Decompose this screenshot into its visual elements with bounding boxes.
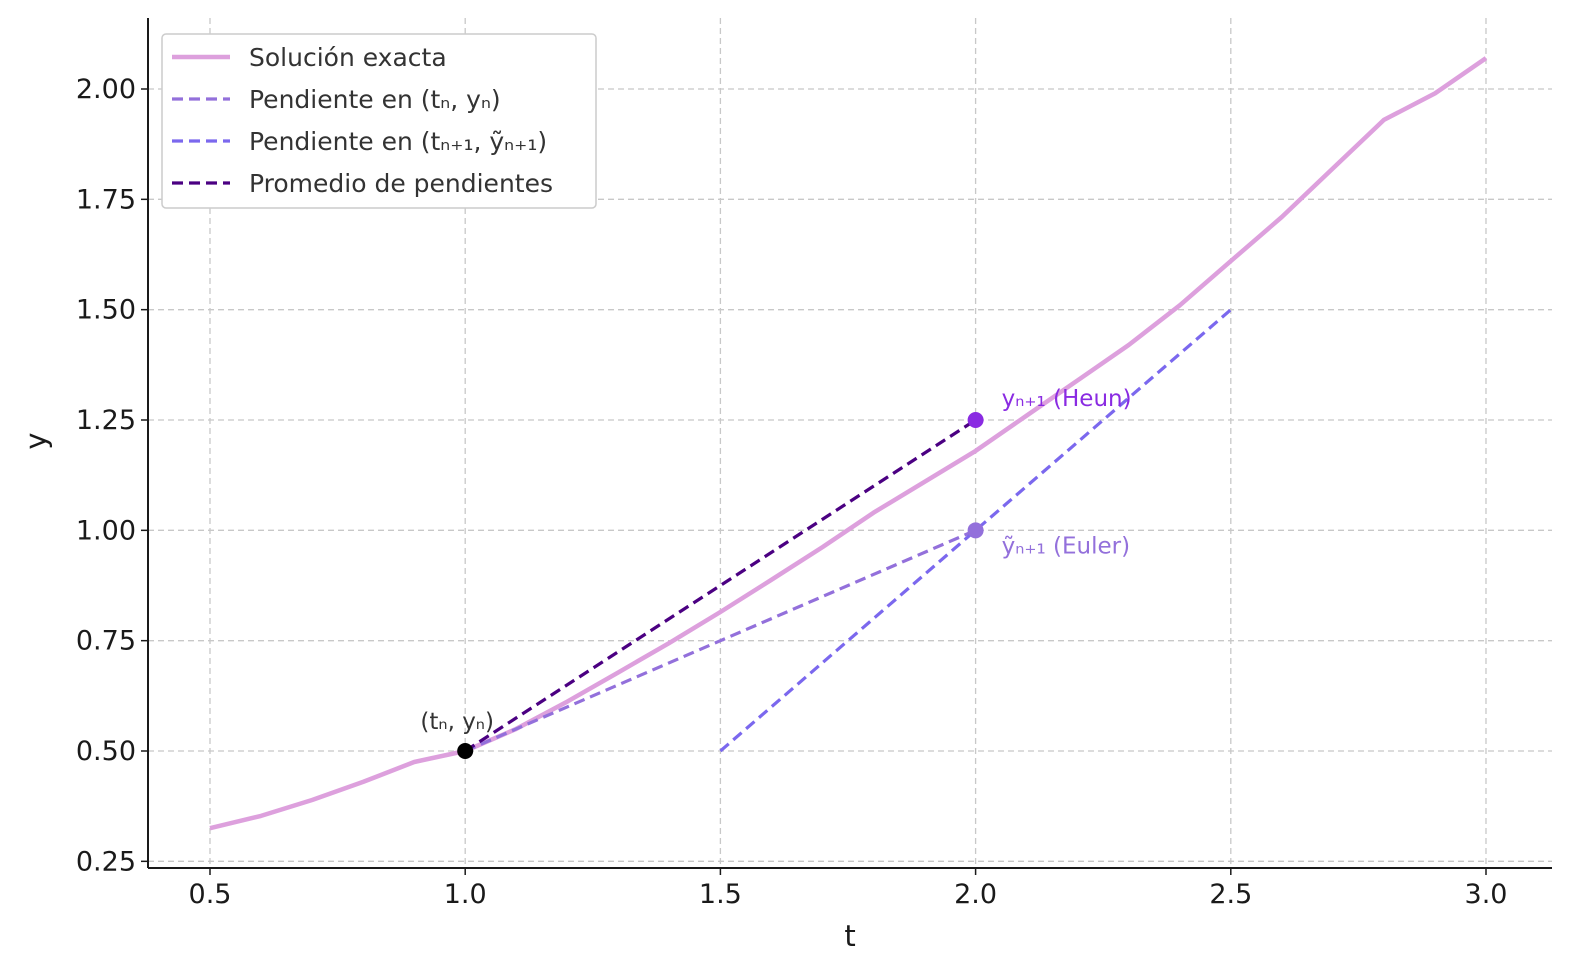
series-line-2	[464, 528, 977, 753]
series-line-3	[719, 308, 1232, 753]
legend-label-2: Pendiente en (tₙ, yₙ)	[249, 85, 501, 114]
legend-label-3: Pendiente en (tₙ₊₁, ỹₙ₊₁)	[249, 127, 547, 156]
x-tick-label: 0.5	[189, 879, 232, 910]
legend: Solución exacta Pendiente en (tₙ, yₙ) Pend…	[161, 33, 597, 209]
y-ticks: 0.25 0.50 0.75 1.00 1.25 1.50 1.75 2.00	[76, 74, 148, 877]
y-tick-label: 1.50	[76, 295, 136, 326]
data-point-1	[457, 743, 474, 759]
y-tick-label: 0.75	[76, 626, 136, 657]
point-label-3: ỹₙ₊₁ (Euler)	[1002, 533, 1131, 559]
x-tick-label: 1.0	[444, 879, 487, 910]
point-label-2: yₙ₊₁ (Heun)	[1002, 386, 1132, 412]
y-tick-label: 1.75	[76, 184, 136, 215]
y-axis-label: y	[19, 432, 53, 449]
y-tick-label: 2.00	[76, 74, 136, 105]
points-layer: (tₙ, yₙ) yₙ₊₁ (Heun) ỹₙ₊₁ (Euler)	[420, 386, 1132, 759]
legend-label-4: Promedio de pendientes	[249, 169, 553, 198]
legend-box	[161, 33, 597, 209]
series-layer	[209, 56, 1488, 831]
data-point-2	[967, 412, 984, 428]
x-tick-label: 2.0	[954, 879, 997, 910]
y-tick-label: 0.50	[76, 736, 136, 767]
data-point-3	[967, 522, 984, 539]
axes	[147, 18, 1552, 869]
x-tick-label: 3.0	[1465, 879, 1508, 910]
y-tick-label: 1.25	[76, 405, 136, 436]
y-tick-label: 0.25	[76, 846, 136, 877]
x-ticks: 0.5 1.0 1.5 2.0 2.5 3.0	[189, 868, 1508, 910]
x-tick-label: 2.5	[1209, 879, 1252, 910]
legend-label-1: Solución exacta	[249, 43, 447, 72]
x-tick-label: 1.5	[699, 879, 742, 910]
x-axis-label: t	[844, 919, 855, 953]
point-label-1: (tₙ, yₙ)	[420, 709, 494, 735]
series-line-1	[209, 56, 1488, 831]
y-tick-label: 1.00	[76, 515, 136, 546]
